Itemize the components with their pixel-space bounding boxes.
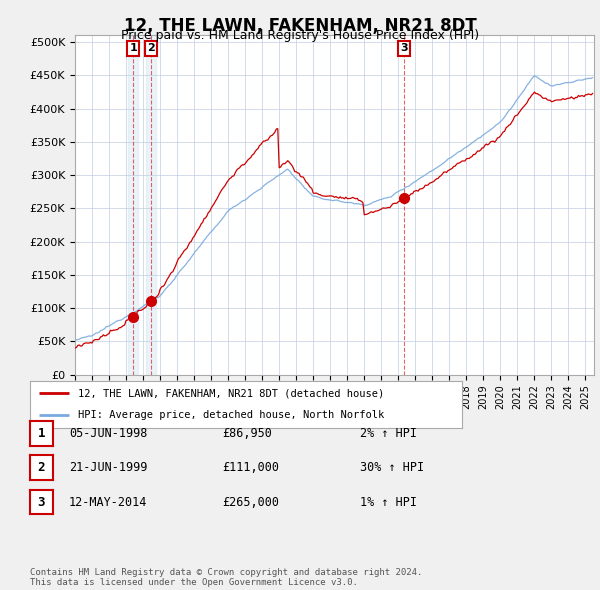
- Text: 30% ↑ HPI: 30% ↑ HPI: [360, 461, 424, 474]
- Text: HPI: Average price, detached house, North Norfolk: HPI: Average price, detached house, Nort…: [77, 410, 384, 420]
- Text: 2: 2: [147, 44, 155, 53]
- Text: Contains HM Land Registry data © Crown copyright and database right 2024.
This d: Contains HM Land Registry data © Crown c…: [30, 568, 422, 587]
- Text: £111,000: £111,000: [222, 461, 279, 474]
- Text: 12-MAY-2014: 12-MAY-2014: [69, 496, 148, 509]
- Text: Price paid vs. HM Land Registry's House Price Index (HPI): Price paid vs. HM Land Registry's House …: [121, 30, 479, 42]
- Text: £265,000: £265,000: [222, 496, 279, 509]
- Text: 05-JUN-1998: 05-JUN-1998: [69, 427, 148, 440]
- Text: £86,950: £86,950: [222, 427, 272, 440]
- Text: 2% ↑ HPI: 2% ↑ HPI: [360, 427, 417, 440]
- Bar: [146, 35, 156, 375]
- Text: 1: 1: [130, 44, 137, 53]
- Text: 12, THE LAWN, FAKENHAM, NR21 8DT: 12, THE LAWN, FAKENHAM, NR21 8DT: [124, 17, 476, 35]
- Text: 1% ↑ HPI: 1% ↑ HPI: [360, 496, 417, 509]
- Text: 12, THE LAWN, FAKENHAM, NR21 8DT (detached house): 12, THE LAWN, FAKENHAM, NR21 8DT (detach…: [77, 388, 384, 398]
- Text: 3: 3: [401, 44, 408, 53]
- Text: 3: 3: [38, 496, 45, 509]
- Text: 1: 1: [38, 427, 45, 440]
- Text: 2: 2: [38, 461, 45, 474]
- Text: 21-JUN-1999: 21-JUN-1999: [69, 461, 148, 474]
- Bar: [128, 35, 139, 375]
